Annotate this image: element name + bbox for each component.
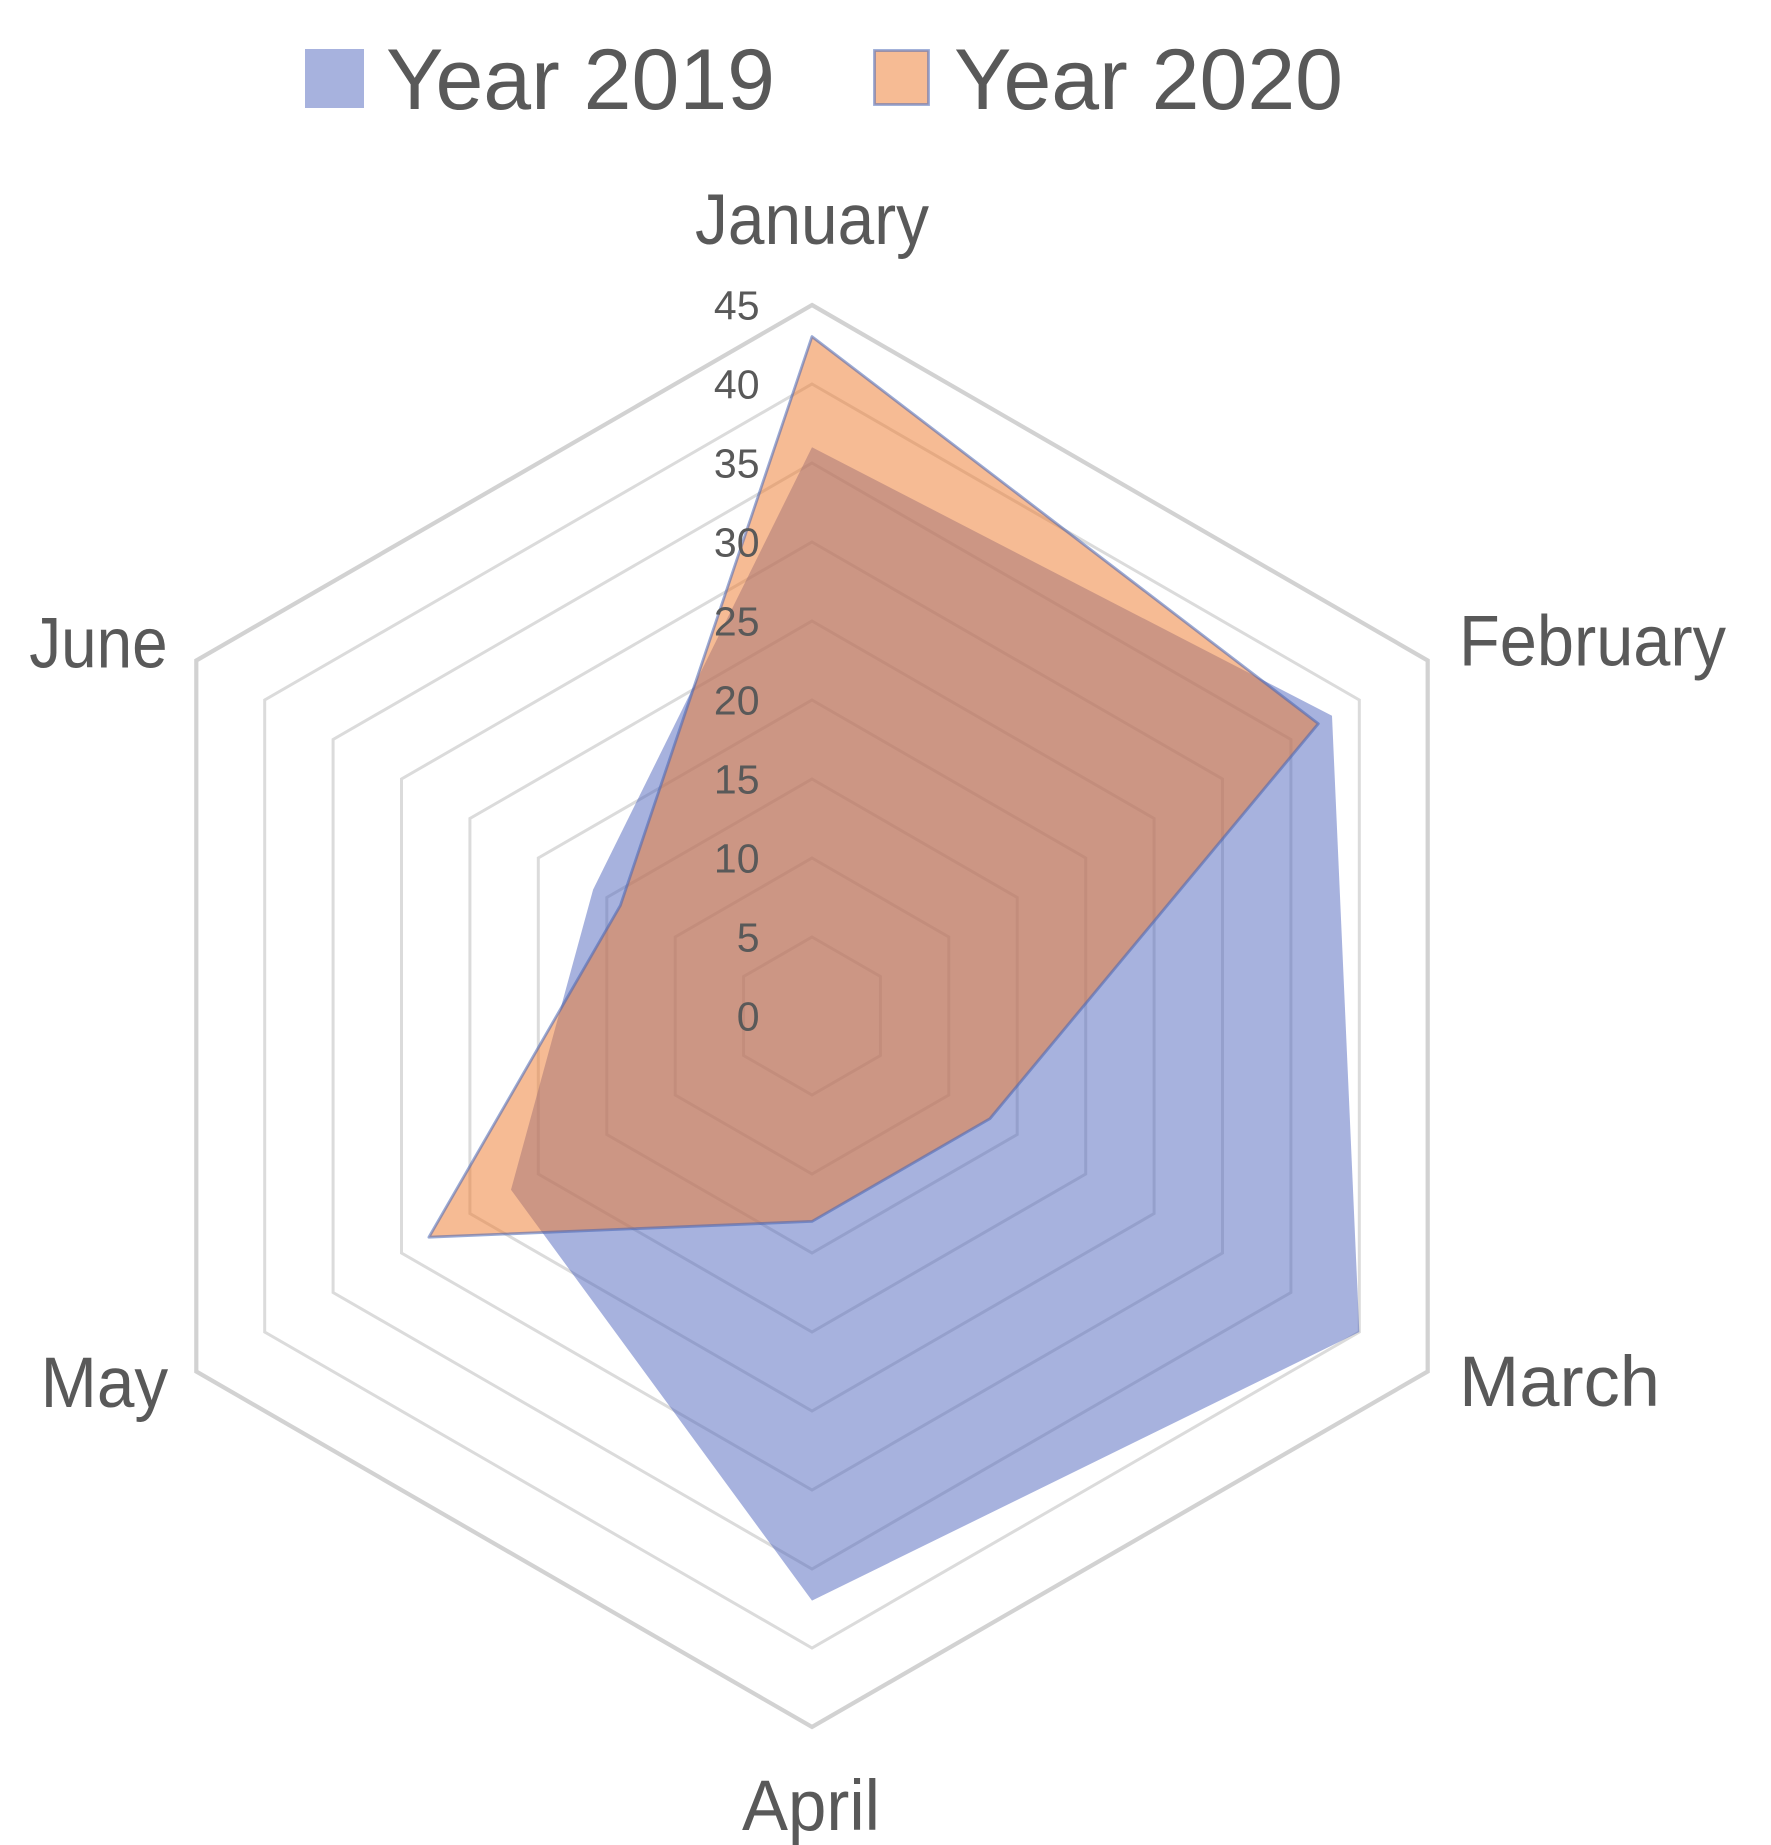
svg-text:Year 2020: Year 2020 <box>954 32 1343 128</box>
svg-text:25: 25 <box>714 599 760 645</box>
svg-text:May: May <box>41 1344 169 1423</box>
svg-text:March: March <box>1459 1343 1660 1422</box>
svg-text:15: 15 <box>714 757 760 803</box>
svg-text:June: June <box>29 605 167 684</box>
svg-text:40: 40 <box>714 362 760 408</box>
svg-text:20: 20 <box>714 678 760 724</box>
svg-text:January: January <box>695 181 929 260</box>
svg-text:35: 35 <box>714 441 760 487</box>
svg-text:0: 0 <box>737 994 760 1040</box>
svg-text:30: 30 <box>714 520 760 566</box>
svg-text:Year 2019: Year 2019 <box>386 32 775 128</box>
svg-text:February: February <box>1459 603 1726 682</box>
svg-text:April: April <box>742 1767 880 1845</box>
svg-text:10: 10 <box>714 836 760 882</box>
svg-text:5: 5 <box>737 915 760 961</box>
svg-text:45: 45 <box>714 283 760 329</box>
